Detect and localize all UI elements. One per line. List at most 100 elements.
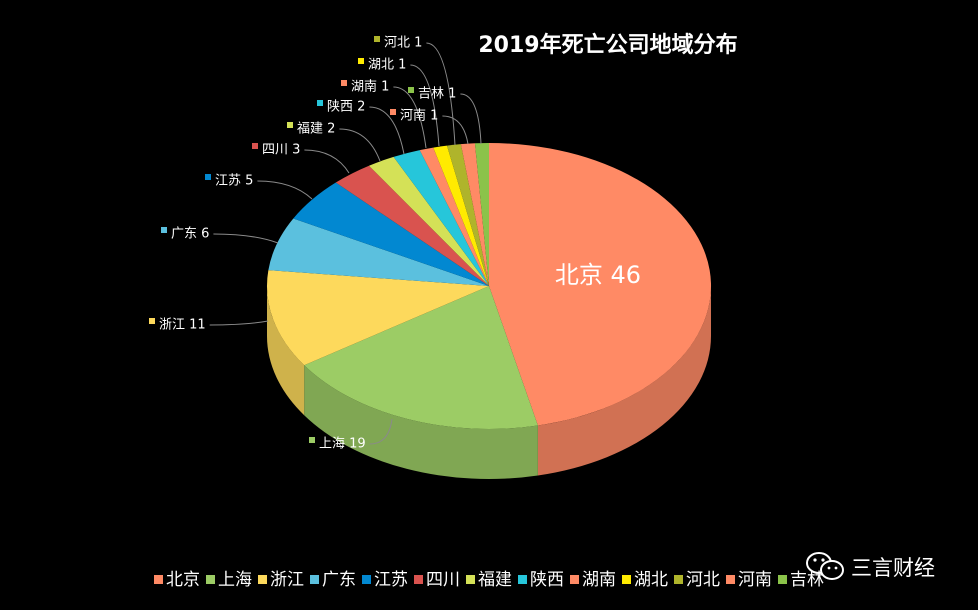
legend-item-吉林: 吉林 bbox=[778, 570, 824, 590]
leader-line bbox=[460, 93, 482, 145]
legend-item-湖北: 湖北 bbox=[622, 570, 668, 590]
watermark-text: 三言财经 bbox=[851, 556, 935, 580]
label-marker bbox=[161, 227, 167, 233]
legend-swatch bbox=[258, 575, 267, 584]
data-label-江苏: 江苏 5 bbox=[215, 173, 253, 189]
slice-陕西 bbox=[393, 150, 489, 286]
slice-上海 bbox=[304, 286, 538, 430]
data-label-湖北: 湖北 1 bbox=[368, 58, 406, 73]
legend-item-陕西: 陕西 bbox=[518, 570, 564, 590]
leader-line bbox=[426, 42, 456, 146]
label-marker bbox=[408, 87, 414, 93]
legend-swatch bbox=[466, 575, 475, 584]
slice-北京 bbox=[489, 143, 712, 426]
leader-line bbox=[442, 115, 469, 145]
legend-swatch bbox=[310, 575, 319, 584]
side-浙江 bbox=[267, 286, 305, 416]
leader-line bbox=[209, 320, 269, 326]
legend-item-河北: 河北 bbox=[674, 570, 720, 590]
legend: 北京 上海 浙江 广东 江苏 四川 福建 陕西 湖南 湖北 河北 河南 吉林 bbox=[154, 570, 824, 590]
leader-line bbox=[369, 418, 393, 445]
side-北京 bbox=[537, 286, 711, 476]
label-marker bbox=[374, 36, 380, 42]
legend-label: 广东 bbox=[322, 570, 356, 590]
leader-line bbox=[393, 86, 427, 149]
legend-label: 河北 bbox=[686, 570, 720, 590]
legend-label: 陕西 bbox=[530, 570, 564, 590]
legend-item-上海: 上海 bbox=[206, 570, 252, 590]
legend-item-广东: 广东 bbox=[310, 570, 356, 590]
label-marker bbox=[205, 174, 211, 180]
legend-label: 北京 bbox=[166, 570, 200, 590]
leader-line bbox=[369, 106, 405, 155]
legend-item-福建: 福建 bbox=[466, 570, 512, 590]
leader-line bbox=[257, 180, 313, 200]
legend-item-湖南: 湖南 bbox=[570, 570, 616, 590]
label-marker bbox=[309, 437, 315, 443]
data-label-吉林: 吉林 1 bbox=[418, 87, 456, 102]
legend-label: 吉林 bbox=[790, 570, 824, 590]
legend-swatch bbox=[570, 575, 579, 584]
legend-item-北京: 北京 bbox=[154, 570, 200, 590]
wechat-icon bbox=[806, 552, 844, 580]
legend-swatch bbox=[154, 575, 163, 584]
chart-title: 2019年死亡公司地域分布 bbox=[478, 32, 737, 58]
legend-label: 浙江 bbox=[270, 570, 304, 590]
legend-label: 上海 bbox=[218, 570, 252, 590]
legend-swatch bbox=[414, 575, 423, 584]
watermark: 三言财经 bbox=[806, 552, 935, 580]
label-marker bbox=[341, 80, 347, 86]
legend-label: 湖南 bbox=[582, 570, 616, 590]
slice-江苏 bbox=[293, 182, 489, 286]
legend-item-浙江: 浙江 bbox=[258, 570, 304, 590]
legend-swatch bbox=[674, 575, 683, 584]
data-label-广东: 广东 6 bbox=[171, 227, 209, 242]
label-marker bbox=[317, 100, 323, 106]
label-marker bbox=[149, 318, 155, 324]
data-label-浙江: 浙江 11 bbox=[159, 318, 206, 333]
legend-item-四川: 四川 bbox=[414, 570, 460, 590]
pie-slices bbox=[267, 143, 712, 430]
legend-label: 河南 bbox=[738, 570, 772, 590]
label-marker bbox=[358, 58, 364, 64]
legend-swatch bbox=[622, 575, 631, 584]
legend-swatch bbox=[778, 575, 787, 584]
data-label-四川: 四川 3 bbox=[262, 143, 300, 158]
legend-item-江苏: 江苏 bbox=[362, 570, 408, 590]
slice-福建 bbox=[368, 156, 489, 286]
leader-line bbox=[213, 233, 279, 244]
legend-label: 福建 bbox=[478, 570, 512, 590]
data-label-河南: 河南 1 bbox=[400, 108, 438, 124]
data-label-北京: 北京 46 bbox=[555, 261, 641, 289]
legend-item-河南: 河南 bbox=[726, 570, 772, 590]
slice-四川 bbox=[335, 165, 489, 286]
slice-吉林 bbox=[474, 143, 489, 286]
slice-河南 bbox=[460, 143, 489, 286]
data-label-湖南: 湖南 1 bbox=[351, 79, 389, 95]
leader-lines bbox=[209, 42, 482, 445]
data-label-陕西: 陕西 2 bbox=[327, 100, 365, 115]
side-上海 bbox=[304, 365, 538, 480]
data-labels: 北京 46 上海 19 浙江 11 广东 6 江苏 5 四川 3 福建 2 陕西 2 湖南 1 湖… bbox=[149, 36, 641, 452]
slice-广东 bbox=[268, 218, 489, 286]
slice-湖北 bbox=[433, 145, 489, 286]
legend-swatch bbox=[206, 575, 215, 584]
label-marker bbox=[252, 143, 258, 149]
data-label-上海: 上海 19 bbox=[319, 437, 366, 452]
pie-sides bbox=[267, 286, 711, 480]
legend-label: 四川 bbox=[426, 570, 460, 590]
leader-line bbox=[410, 64, 440, 147]
legend-label: 湖北 bbox=[634, 570, 668, 590]
data-label-福建: 福建 2 bbox=[297, 122, 335, 137]
label-marker bbox=[390, 109, 396, 115]
leader-line bbox=[304, 149, 350, 174]
legend-label: 江苏 bbox=[374, 570, 408, 590]
slice-河北 bbox=[446, 144, 489, 286]
legend-swatch bbox=[362, 575, 371, 584]
slice-湖南 bbox=[419, 147, 489, 286]
legend-swatch bbox=[518, 575, 527, 584]
data-label-河北: 河北 1 bbox=[384, 36, 422, 51]
slice-浙江 bbox=[267, 270, 489, 366]
leader-line bbox=[339, 128, 381, 162]
